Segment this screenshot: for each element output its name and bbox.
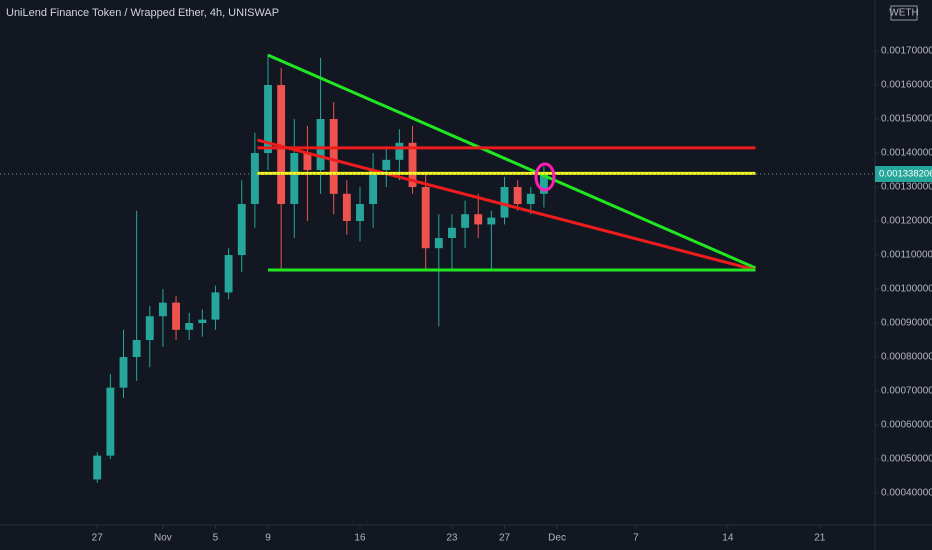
x-tick-label: 5 xyxy=(213,533,219,544)
last-price-box xyxy=(875,166,932,183)
x-tick-label: 14 xyxy=(722,533,734,544)
candle-body xyxy=(513,187,522,205)
candle-body xyxy=(172,302,180,330)
candle-body xyxy=(421,187,430,249)
currency-box xyxy=(890,5,918,21)
candle-body xyxy=(382,159,391,171)
y-tick-label: 0.0011000000 xyxy=(881,250,932,261)
candle-body xyxy=(408,142,417,188)
candle-body xyxy=(264,85,272,154)
x-tick-label: 27 xyxy=(92,533,104,544)
last-price-label: 0.0013382063 xyxy=(879,169,932,180)
candle-body xyxy=(329,119,338,194)
candle-body xyxy=(185,323,194,330)
candle-body xyxy=(290,153,299,205)
candle-body xyxy=(342,193,351,222)
candle-body xyxy=(303,153,312,171)
candle-body xyxy=(448,227,456,239)
candle-body xyxy=(119,357,128,388)
chart-title: UniLend Finance Token / Wrapped Ether, 4… xyxy=(6,7,279,19)
y-tick-label: 0.0012000000 xyxy=(881,216,932,227)
candle-body xyxy=(211,292,220,320)
x-tick-label: Dec xyxy=(548,533,566,544)
candle-body xyxy=(93,455,102,480)
x-tick-label: 16 xyxy=(354,533,366,544)
candle-body xyxy=(316,119,325,171)
currency-label: WETH xyxy=(889,8,918,19)
candle-body xyxy=(526,193,535,205)
y-tick-label: 0.0006000000 xyxy=(881,420,932,431)
candle-body xyxy=(500,187,509,218)
candle-body xyxy=(250,153,259,205)
x-tick-label: Nov xyxy=(154,533,172,544)
x-tick-label: 23 xyxy=(446,533,458,544)
candle-body xyxy=(158,302,167,317)
candle-body xyxy=(356,204,364,222)
candle-body xyxy=(224,255,233,293)
y-tick-label: 0.0016000000 xyxy=(881,80,932,91)
candle-body xyxy=(237,204,246,256)
y-tick-label: 0.0014000000 xyxy=(881,148,932,159)
candle-body xyxy=(106,387,115,456)
y-tick-label: 0.0015000000 xyxy=(881,114,932,125)
candle-body xyxy=(145,316,154,341)
candle-body xyxy=(474,214,483,225)
x-tick-label: 9 xyxy=(265,533,271,544)
x-tick-label: 21 xyxy=(814,533,826,544)
x-tick-label: 27 xyxy=(499,533,511,544)
trend-line xyxy=(267,53,757,270)
y-tick-label: 0.0005000000 xyxy=(881,454,932,465)
candle-body xyxy=(369,170,378,205)
highlight-circle xyxy=(534,162,556,192)
candle-body xyxy=(434,238,443,249)
plot-area xyxy=(0,53,875,483)
y-tick-label: 0.0010000000 xyxy=(881,284,932,295)
candle-body xyxy=(487,217,496,225)
y-tick-label: 0.0013000000 xyxy=(881,182,932,193)
y-tick-label: 0.0009000000 xyxy=(881,318,932,329)
y-tick-label: 0.0008000000 xyxy=(881,352,932,363)
y-tick-label: 0.0017000000 xyxy=(881,46,932,57)
candle-body xyxy=(132,340,141,358)
candle-body xyxy=(198,319,207,324)
candle-body xyxy=(277,85,286,205)
candle-body xyxy=(539,173,548,194)
candle-body xyxy=(461,214,470,228)
x-tick-label: 7 xyxy=(633,533,639,544)
y-tick-label: 0.0007000000 xyxy=(881,386,932,397)
candle-body xyxy=(395,142,404,160)
trend-line xyxy=(257,138,756,272)
y-tick-label: 0.0004000000 xyxy=(881,488,932,499)
